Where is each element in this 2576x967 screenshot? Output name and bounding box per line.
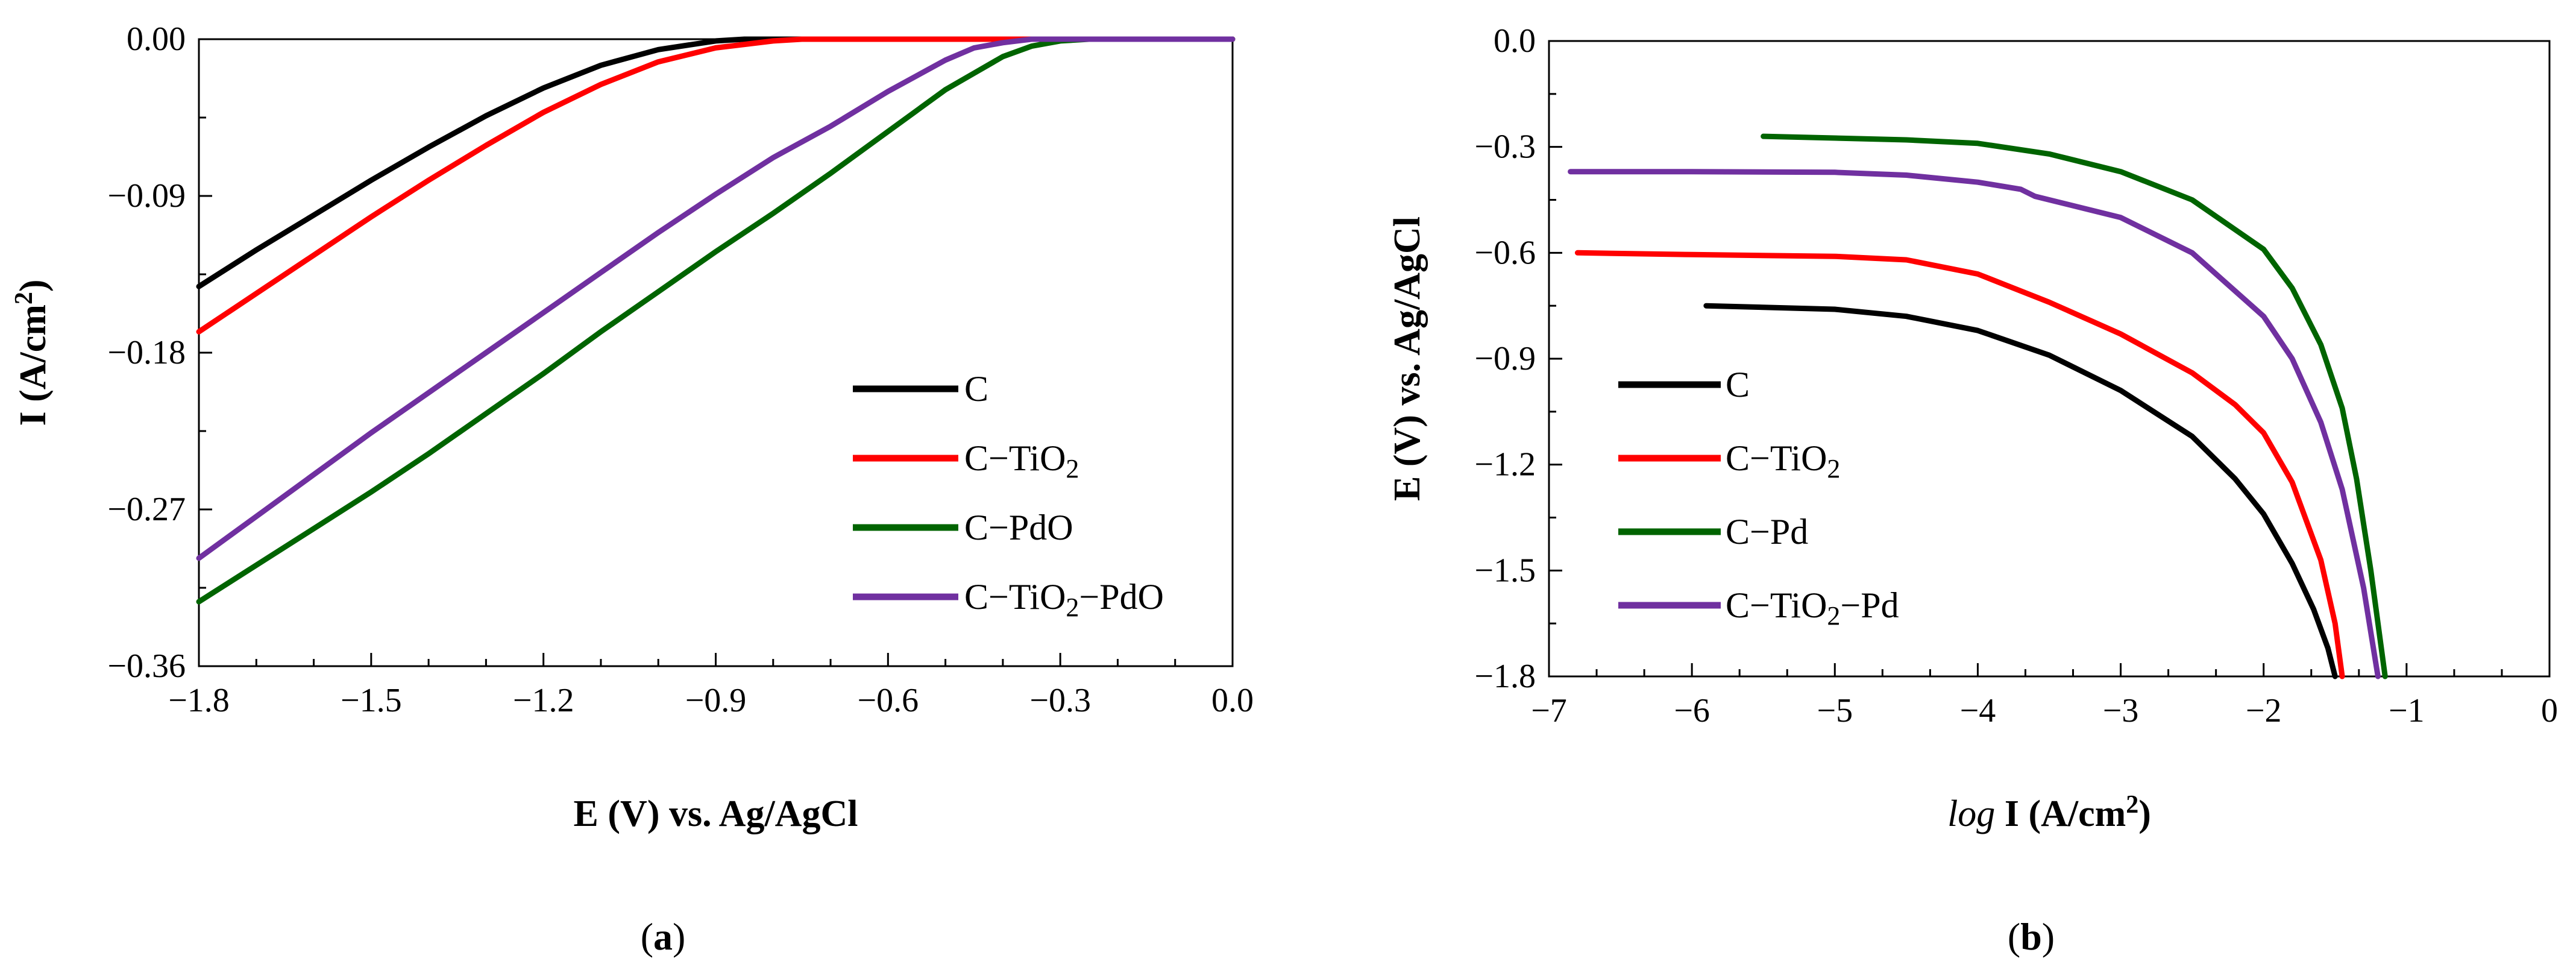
panel-a-legend-label-suffix: −PdO <box>1079 577 1164 617</box>
panel-a-x-tick-label: −0.6 <box>858 682 919 719</box>
panel-b-legend-label: C <box>1726 365 1750 405</box>
panel-a-series-line-c-tio2 <box>196 36 1236 335</box>
panel-a-y-tick-label: −0.36 <box>107 647 186 685</box>
panel-b-legend-label: C−TiO2 <box>1726 438 1840 483</box>
panel-b-x-tick-label: −6 <box>1674 692 1710 729</box>
panel-a-series-line-c <box>196 36 1236 289</box>
panel-a-x-tick-label: −1.8 <box>168 682 230 719</box>
panel-a-legend-label-text: C <box>964 369 988 409</box>
panel-a-x-tick-label: −0.3 <box>1029 682 1091 719</box>
panel-a-y-axis-title-main: I (A/cm <box>13 304 54 426</box>
panel-a-series-line-c-tio2-pdo <box>196 36 1236 561</box>
panel-b-legend-label-suffix: −Pd <box>1840 585 1899 625</box>
panel-a-y-tick-label: −0.27 <box>107 491 186 528</box>
panel-a-legend-label: C−TiO2−PdO <box>964 577 1164 622</box>
panel-a-y-tick-label: 0.00 <box>127 20 186 58</box>
panel-b-legend-label-text: C <box>1726 365 1750 405</box>
panel-a-chart: −1.8 −1.5 −1.2 −0.9 −0.6 −0.3 0.0 0.00 −0.09 −0.1… <box>10 20 1254 958</box>
panel-b-x-tick-label: −2 <box>2246 692 2282 729</box>
panel-b-y-axis-title: E (V) vs. Ag/AgCl <box>1387 216 1428 501</box>
panel-b-chart: −7 −6 −5 −4 −3 −2 −1 0 0.0 −0.3 −0.6 −0.9 −1.2 −1.5 −1… <box>1387 22 2558 958</box>
panel-b-y-tick-label: −1.8 <box>1474 658 1536 695</box>
panel-b-panel-label-open: ( <box>2008 915 2020 958</box>
panel-b-series-line-c <box>1703 303 2338 679</box>
panel-a-x-tick-label: 0.0 <box>1211 682 1254 719</box>
panel-a-panel-label-open: ( <box>641 915 653 958</box>
panel-b-legend-label-subscript: 2 <box>1827 601 1840 631</box>
panel-b-x-tick-label: 0 <box>2541 692 2558 729</box>
panel-a-x-tick-label: −0.9 <box>685 682 747 719</box>
panel-b-x-axis-title-main: I (A/cm <box>1995 793 2126 834</box>
panel-a-legend-label-text: C−TiO <box>964 577 1066 617</box>
panel-b-x-tick-label: −4 <box>1960 692 1996 729</box>
panel-a-legend-label-subscript: 2 <box>1066 593 1079 622</box>
panel-b-series-line-c-tio2 <box>1574 250 2345 679</box>
panel-b-series-line-c-pdo <box>1761 133 2388 679</box>
panel-b-x-axis-title: log I (A/cm2) <box>1947 791 2151 834</box>
panel-a-panel-label-letter: a <box>653 915 673 958</box>
panel-a-x-tick-label: −1.2 <box>513 682 574 719</box>
panel-b-y-tick-label: 0.0 <box>1494 22 1536 60</box>
panel-a-legend-label: C−TiO2 <box>964 438 1079 483</box>
panel-b-legend-label-text: C−TiO <box>1726 438 1827 478</box>
panel-b-legend-label: C−Pd <box>1726 512 1808 552</box>
panel-b-legend-label-text: C−TiO <box>1726 585 1827 625</box>
panel-a-legend-label-text: C−TiO <box>964 438 1066 478</box>
panel-a-y-axis-title: I (A/cm2) <box>10 279 54 426</box>
panel-a-plot-frame <box>198 38 1234 667</box>
panel-a-y-tick-label: −0.18 <box>107 334 186 371</box>
panel-b-x-axis-title-italic: log <box>1947 793 1995 834</box>
panel-b-legend-label-text: C−Pd <box>1726 512 1808 552</box>
panel-a-x-tick-label: −1.5 <box>341 682 402 719</box>
panel-b-panel-label-close: ) <box>2042 915 2055 958</box>
panel-b-x-axis-title-close: ) <box>2138 793 2151 834</box>
panel-b-y-tick-label: −0.9 <box>1474 340 1536 377</box>
panel-b-x-tick-label: −3 <box>2103 692 2139 729</box>
panel-a-y-axis-title-sup: 2 <box>10 292 38 304</box>
panel-b-y-tick-label: −1.5 <box>1474 552 1536 589</box>
panel-a-y-tick-label: −0.09 <box>107 177 186 215</box>
panel-a-legend-label-subscript: 2 <box>1066 454 1079 483</box>
panel-b-x-tick-label: −7 <box>1531 692 1567 729</box>
panel-b-panel-label: (b) <box>2008 915 2055 958</box>
panel-a-legend-label-text: C−PdO <box>964 508 1073 547</box>
panel-b-y-tick-label: −0.3 <box>1474 128 1536 166</box>
panel-b-legend-label: C−TiO2−Pd <box>1726 585 1899 631</box>
panel-a-panel-label-close: ) <box>673 915 685 958</box>
panel-b-x-tick-label: −1 <box>2389 692 2425 729</box>
panel-a-legend-label: C−PdO <box>964 508 1073 547</box>
panel-a-legend-label: C <box>964 369 988 409</box>
panel-b-x-tick-label: −5 <box>1817 692 1853 729</box>
panel-a-x-axis-title: E (V) vs. Ag/AgCl <box>574 793 858 834</box>
panel-b-y-tick-label: −0.6 <box>1474 234 1536 271</box>
panel-b-y-tick-label: −1.2 <box>1474 446 1536 483</box>
panel-a-panel-label: (a) <box>641 915 686 958</box>
panel-b-plot-frame <box>1548 40 2551 678</box>
panel-a-series-line-c-pdo <box>196 36 1236 605</box>
panel-b-panel-label-letter: b <box>2020 915 2042 958</box>
panel-b-legend-label-subscript: 2 <box>1827 454 1840 483</box>
panel-b-x-axis-title-sup: 2 <box>2126 791 2138 819</box>
panel-b-series-line-c-tio2-pdo <box>1568 169 2381 679</box>
panel-a-y-axis-title-close: ) <box>13 279 54 292</box>
